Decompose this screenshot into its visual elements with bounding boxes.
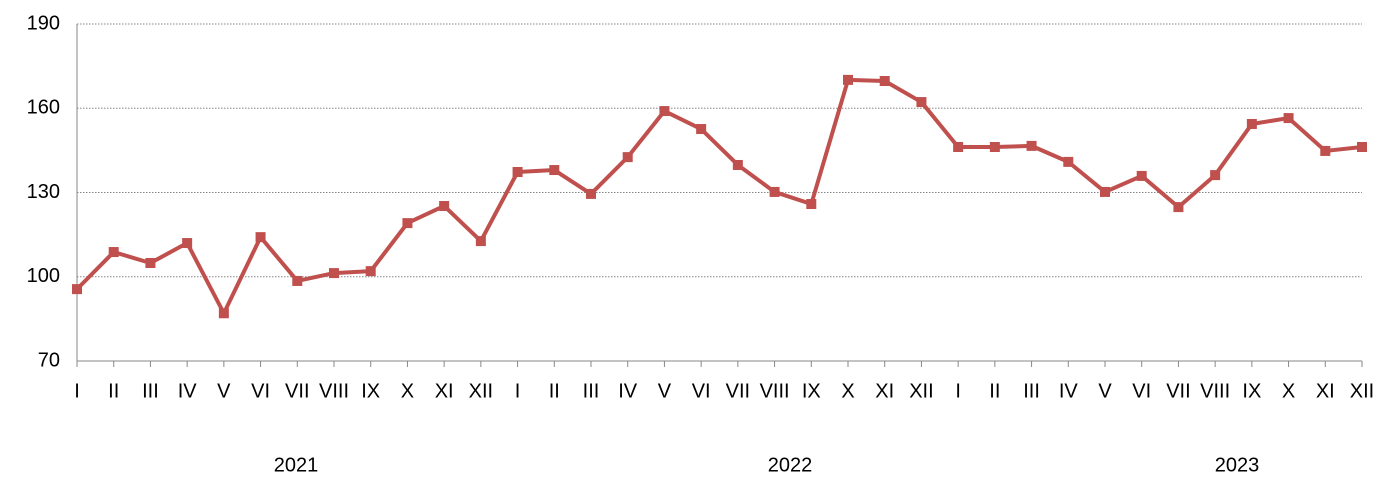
y-tick-label: 100	[27, 265, 60, 287]
x-tick-label: II	[989, 380, 1000, 402]
x-tick-label: IX	[361, 380, 380, 402]
x-tick-label: II	[108, 380, 119, 402]
x-tick-label: III	[142, 380, 159, 402]
x-tick-label: VII	[1166, 380, 1190, 402]
data-point	[989, 142, 1000, 153]
x-tick-label: XI	[875, 380, 894, 402]
data-point	[1210, 170, 1221, 181]
data-point	[659, 106, 670, 117]
y-tick-label: 70	[38, 349, 60, 371]
x-tick-label: VIII	[1200, 380, 1230, 402]
data-point	[365, 266, 376, 277]
data-point	[72, 284, 82, 295]
x-tick-label: IV	[178, 380, 198, 402]
x-tick-label: V	[1098, 380, 1112, 402]
data-point	[1320, 145, 1331, 156]
year-label: 2022	[768, 454, 813, 476]
x-tick-label: X	[841, 380, 854, 402]
x-tick-label: IV	[618, 380, 638, 402]
x-tick-label: III	[583, 380, 600, 402]
data-point	[1026, 140, 1037, 151]
data-point	[916, 97, 927, 108]
x-tick-label: I	[955, 380, 961, 402]
data-point	[439, 200, 450, 211]
data-point	[769, 186, 780, 197]
data-point	[182, 238, 193, 249]
x-tick-label: XI	[1316, 380, 1335, 402]
y-tick-label: 190	[27, 12, 60, 34]
year-label: 2023	[1215, 454, 1260, 476]
x-tick-label: VI	[251, 380, 270, 402]
x-tick-label: V	[217, 380, 231, 402]
x-tick-label: VI	[1132, 380, 1151, 402]
x-tick-label: XII	[1350, 380, 1374, 402]
data-point	[108, 247, 119, 258]
data-point	[1246, 118, 1257, 129]
data-point	[329, 268, 339, 279]
data-point	[806, 199, 817, 210]
x-tick-label: VII	[285, 380, 309, 402]
x-tick-label: I	[515, 380, 521, 402]
data-point	[218, 308, 229, 319]
data-point	[402, 218, 413, 229]
x-tick-label: III	[1023, 380, 1040, 402]
data-point	[732, 159, 743, 170]
x-tick-label: VI	[692, 380, 711, 402]
data-point	[1283, 113, 1294, 124]
x-tick-label: IV	[1059, 380, 1079, 402]
data-point	[953, 142, 964, 153]
data-point	[1173, 202, 1184, 213]
data-point	[1136, 170, 1147, 181]
x-tick-label: V	[658, 380, 672, 402]
x-tick-label: VIII	[319, 380, 349, 402]
data-point	[1063, 156, 1074, 167]
x-tick-label: II	[549, 380, 560, 402]
data-point	[622, 152, 633, 163]
x-tick-label: XII	[469, 380, 493, 402]
x-tick-label: X	[401, 380, 414, 402]
data-point	[843, 74, 853, 85]
data-point	[549, 165, 560, 176]
x-tick-label: VII	[726, 380, 750, 402]
x-tick-label: X	[1282, 380, 1295, 402]
year-label: 2021	[274, 454, 319, 476]
x-tick-label: XII	[909, 380, 933, 402]
data-point	[255, 232, 266, 243]
data-line	[75, 77, 1363, 316]
x-tick-label: I	[74, 380, 80, 402]
data-point	[879, 76, 890, 87]
y-tick-label: 130	[27, 181, 60, 203]
data-point	[145, 257, 156, 268]
x-tick-label: IX	[802, 380, 821, 402]
y-tick-label: 160	[27, 97, 60, 119]
data-point	[1100, 186, 1110, 197]
data-point	[292, 275, 303, 286]
data-point	[512, 166, 523, 177]
data-point	[696, 124, 707, 135]
data-point	[475, 236, 486, 247]
x-tick-label: IX	[1242, 380, 1261, 402]
x-tick-label: VIII	[760, 380, 790, 402]
x-tick-label: XI	[435, 380, 454, 402]
data-point	[586, 188, 596, 199]
data-point	[1357, 142, 1367, 153]
